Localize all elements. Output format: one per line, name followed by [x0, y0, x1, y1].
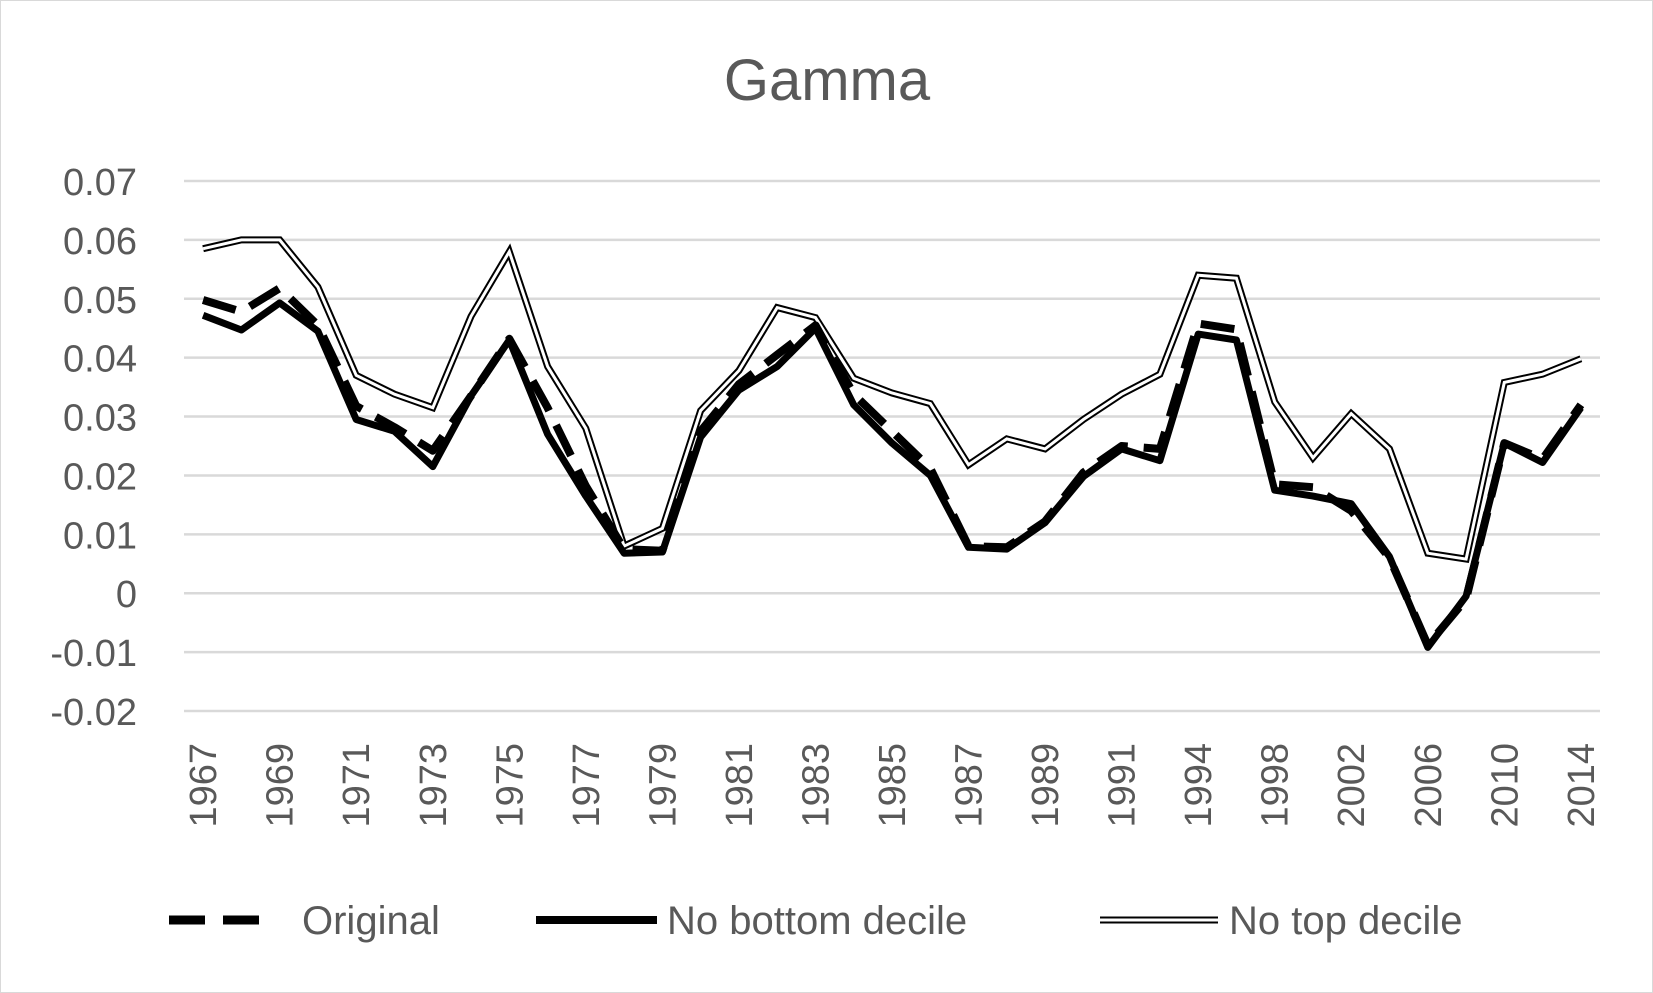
x-tick-label: 1981 — [719, 743, 761, 828]
y-tick-label: -0.02 — [50, 692, 137, 734]
y-tick-label: 0.04 — [63, 339, 137, 381]
x-tick-label: 1973 — [413, 743, 455, 828]
x-tick-label: 1969 — [260, 743, 302, 828]
y-axis-tick-labels: 0.07 0.06 0.05 0.04 0.03 0.02 0.01 0 -0.01 -0.02 — [50, 162, 137, 734]
series-no-top-decile — [202, 236, 1583, 564]
x-tick-label: 1989 — [1025, 743, 1067, 828]
legend-label: No bottom decile — [667, 899, 967, 943]
chart-title: Gamma — [724, 48, 931, 113]
y-tick-label: -0.01 — [50, 633, 137, 675]
series-lines — [201, 236, 1585, 651]
x-tick-label: 1987 — [949, 743, 991, 828]
x-tick-label: 1998 — [1255, 743, 1297, 828]
y-tick-label: 0 — [116, 574, 137, 616]
x-tick-label: 1983 — [795, 743, 837, 828]
x-tick-label: 1967 — [183, 743, 225, 828]
x-tick-label: 1975 — [489, 743, 531, 828]
y-tick-label: 0.06 — [63, 221, 137, 263]
x-tick-label: 1991 — [1102, 743, 1144, 828]
y-tick-label: 0.05 — [63, 280, 137, 322]
y-tick-label: 0.07 — [63, 162, 137, 204]
x-tick-label: 1977 — [566, 743, 608, 828]
y-tick-label: 0.01 — [63, 515, 137, 557]
series-line-inner — [202, 238, 1582, 561]
x-tick-label: 1971 — [336, 743, 378, 828]
legend-label: Original — [302, 899, 440, 943]
y-tick-label: 0.02 — [63, 456, 137, 498]
legend-label: No top decile — [1229, 899, 1462, 943]
x-tick-label: 2002 — [1331, 743, 1373, 828]
legend-item: No bottom decile — [536, 899, 967, 943]
legend: Original No bottom decile No top decile — [169, 899, 1462, 943]
x-tick-label: 2010 — [1484, 743, 1526, 828]
x-tick-label: 1994 — [1178, 743, 1220, 828]
x-tick-label: 1985 — [872, 743, 914, 828]
legend-item: No top decile — [1100, 899, 1462, 943]
y-tick-label: 0.03 — [63, 398, 137, 440]
gridlines — [184, 179, 1600, 713]
x-tick-label: 1979 — [642, 743, 684, 828]
x-axis-tick-labels: 1967 1969 1971 1973 1975 1977 1979 1981 1983 1985… — [183, 743, 1603, 828]
x-tick-label: 2006 — [1408, 743, 1450, 828]
series-original — [201, 284, 1585, 649]
x-tick-label: 2014 — [1561, 743, 1603, 828]
series-line — [201, 284, 1585, 649]
series-no-bottom-decile — [201, 299, 1584, 651]
series-line — [201, 299, 1584, 651]
legend-item: Original — [169, 899, 440, 943]
